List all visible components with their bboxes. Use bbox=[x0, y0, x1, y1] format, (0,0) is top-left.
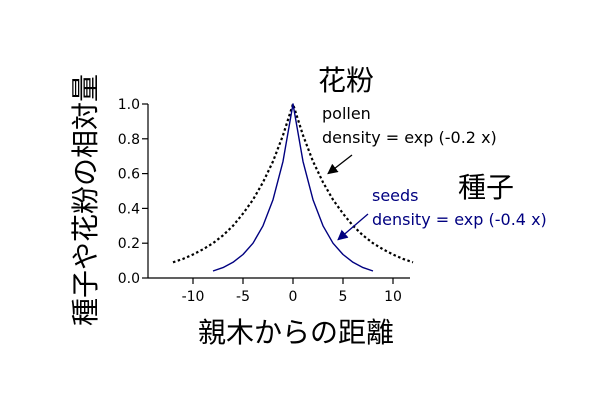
seeds-annotation-arrow bbox=[337, 213, 369, 241]
axes bbox=[147, 104, 410, 279]
y-axis-ticks: 0.0 0.2 0.4 0.6 0.8 1.0 bbox=[118, 97, 148, 287]
x-axis-title: 親木からの距離 bbox=[198, 316, 394, 349]
pollen-heading-label: 花粉 bbox=[318, 64, 374, 97]
x-tick-label: -10 bbox=[182, 289, 205, 305]
seeds-heading-label: 種子 bbox=[458, 171, 514, 204]
seeds-annotation-line: seeds bbox=[372, 186, 419, 205]
pollen-annotation-arrow bbox=[327, 154, 353, 175]
y-tick-label: 0.6 bbox=[118, 167, 140, 183]
x-tick-label: 10 bbox=[384, 289, 402, 305]
seeds-series-line bbox=[212, 103, 374, 272]
y-tick-label: 0.4 bbox=[118, 201, 140, 217]
x-tick-label: 0 bbox=[289, 289, 298, 305]
y-tick-label: 0.8 bbox=[118, 132, 140, 148]
y-tick-label: 0.2 bbox=[118, 236, 140, 252]
pollen-series-line bbox=[172, 102, 414, 264]
y-tick-label: 0.0 bbox=[118, 271, 140, 287]
pollen-annotation-line: density = exp (-0.2 x) bbox=[322, 128, 497, 147]
pollen-annotation-line: pollen bbox=[322, 104, 371, 123]
x-axis-ticks: -10 -5 0 5 10 bbox=[182, 278, 402, 305]
annotations: 花粉 pollen density = exp (-0.2 x) 種子 seeds den… bbox=[318, 64, 547, 241]
seeds-annotation-line: density = exp (-0.4 x) bbox=[372, 210, 547, 229]
x-tick-label: -5 bbox=[236, 289, 250, 305]
x-tick-label: 5 bbox=[339, 289, 348, 305]
series-lines bbox=[172, 102, 414, 272]
y-tick-label: 1.0 bbox=[118, 97, 140, 113]
y-axis-title: 種子や花粉の相対量 bbox=[69, 74, 102, 326]
